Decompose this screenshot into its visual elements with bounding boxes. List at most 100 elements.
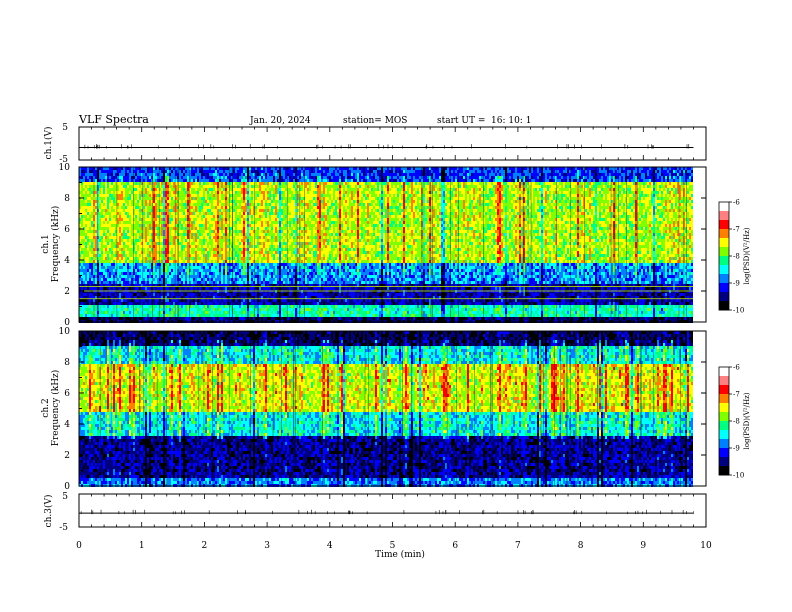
- spectrogram-cell: [99, 248, 101, 251]
- spectrogram-cell: [113, 278, 115, 281]
- spectrogram-cell: [193, 242, 195, 245]
- spectrogram-cell: [85, 212, 87, 215]
- spectrogram-cell: [239, 230, 241, 233]
- spectrogram-cell: [139, 206, 141, 209]
- spectrogram-cell: [95, 275, 97, 278]
- spectrogram-cell: [237, 221, 239, 224]
- spectrogram-cell: [263, 275, 265, 278]
- spectrogram-cell: [171, 293, 173, 296]
- spectrogram-cell: [145, 275, 147, 278]
- spectrogram-cell: [257, 242, 259, 245]
- spectrogram-cell: [247, 299, 249, 302]
- spectrogram-cell: [161, 206, 163, 209]
- spectrogram-cell: [219, 239, 221, 242]
- spectrogram-cell: [167, 242, 169, 245]
- spectrogram-cell: [105, 206, 107, 209]
- spectrogram-cell: [261, 254, 263, 257]
- spectrogram-cell: [187, 215, 189, 218]
- spectrogram-cell: [95, 263, 97, 266]
- spectrogram-cell: [183, 287, 185, 290]
- spectrogram-cell: [143, 212, 145, 215]
- spectrogram-cell: [125, 173, 127, 176]
- spectrogram-cell: [161, 230, 163, 233]
- spectrogram-cell: [149, 230, 151, 233]
- spectrogram-cell: [209, 170, 211, 173]
- spectrogram-cell: [189, 233, 191, 236]
- spectrogram-cell: [237, 173, 239, 176]
- spectrogram-cell: [87, 242, 89, 245]
- spectrogram-cell: [205, 176, 207, 179]
- spectrogram-cell: [139, 233, 141, 236]
- spectrogram-cell: [225, 188, 227, 191]
- spectrogram-cell: [87, 239, 89, 242]
- spectrogram-cell: [255, 275, 257, 278]
- spectrogram-cell: [169, 215, 171, 218]
- spectrogram-cell: [245, 218, 247, 221]
- spectrogram-cell: [121, 212, 123, 215]
- spectrogram-cell: [219, 290, 221, 293]
- spectrogram-cell: [197, 272, 199, 275]
- spectrogram-cell: [221, 293, 223, 296]
- spectrogram-cell: [245, 170, 247, 173]
- spectrogram-cell: [111, 236, 113, 239]
- spectrogram-cell: [215, 260, 217, 263]
- spectrogram-cell: [187, 179, 189, 182]
- spectrogram-cell: [83, 281, 85, 284]
- spectrogram-cell: [149, 176, 151, 179]
- spectrogram-cell: [171, 299, 173, 302]
- spectrogram-cell: [219, 260, 221, 263]
- spectrogram-cell: [107, 266, 109, 269]
- spectrogram-cell: [145, 224, 147, 227]
- spectrogram-cell: [135, 185, 137, 188]
- spectrogram-cell: [111, 212, 113, 215]
- spectrogram-cell: [207, 239, 209, 242]
- spectrogram-cell: [249, 308, 251, 311]
- spectrogram-cell: [129, 200, 131, 203]
- spectrogram-cell: [227, 197, 229, 200]
- spectrogram-cell: [129, 227, 131, 230]
- spectrogram-cell: [199, 200, 201, 203]
- spectrogram-cell: [87, 317, 89, 320]
- spectrogram-cell: [237, 269, 239, 272]
- spectrogram-cell: [213, 287, 215, 290]
- spectrogram-cell: [189, 188, 191, 191]
- spectrogram-cell: [235, 314, 237, 317]
- spectrogram-cell: [207, 218, 209, 221]
- spectrogram-cell: [95, 209, 97, 212]
- spectrogram-cell: [87, 212, 89, 215]
- spectrogram-cell: [85, 221, 87, 224]
- spectrogram-cell: [199, 218, 201, 221]
- spectrogram-cell: [123, 203, 125, 206]
- spectrogram-cell: [107, 293, 109, 296]
- spectrogram-cell: [203, 173, 205, 176]
- spectrogram-cell: [151, 173, 153, 176]
- spectrogram-cell: [99, 272, 101, 275]
- spectrogram-cell: [127, 260, 129, 263]
- spectrogram-cell: [133, 176, 135, 179]
- spectrogram-cell: [183, 278, 185, 281]
- spectrogram-cell: [135, 233, 137, 236]
- spectrogram-cell: [171, 272, 173, 275]
- spectrogram-cell: [117, 308, 119, 311]
- spectrogram-cell: [255, 170, 257, 173]
- spectrogram-cell: [127, 308, 129, 311]
- spectrogram-cell: [171, 215, 173, 218]
- spectrogram-cell: [263, 188, 265, 191]
- spectrogram-cell: [109, 239, 111, 242]
- spectrogram-cell: [173, 212, 175, 215]
- spectrogram-cell: [101, 302, 103, 305]
- spectrogram-cell: [219, 242, 221, 245]
- spectrogram-cell: [263, 266, 265, 269]
- spectrogram-cell: [225, 314, 227, 317]
- spectrogram-cell: [127, 203, 129, 206]
- spectrogram-cell: [85, 218, 87, 221]
- spectrogram-cell: [199, 272, 201, 275]
- spectrogram-cell: [147, 209, 149, 212]
- spectrogram-cell: [189, 227, 191, 230]
- spectrogram-cell: [209, 185, 211, 188]
- spectrogram-cell: [99, 290, 101, 293]
- spectrogram-cell: [207, 236, 209, 239]
- spectrogram-cell: [221, 266, 223, 269]
- spectrogram-cell: [223, 185, 225, 188]
- spectrogram-cell: [215, 251, 217, 254]
